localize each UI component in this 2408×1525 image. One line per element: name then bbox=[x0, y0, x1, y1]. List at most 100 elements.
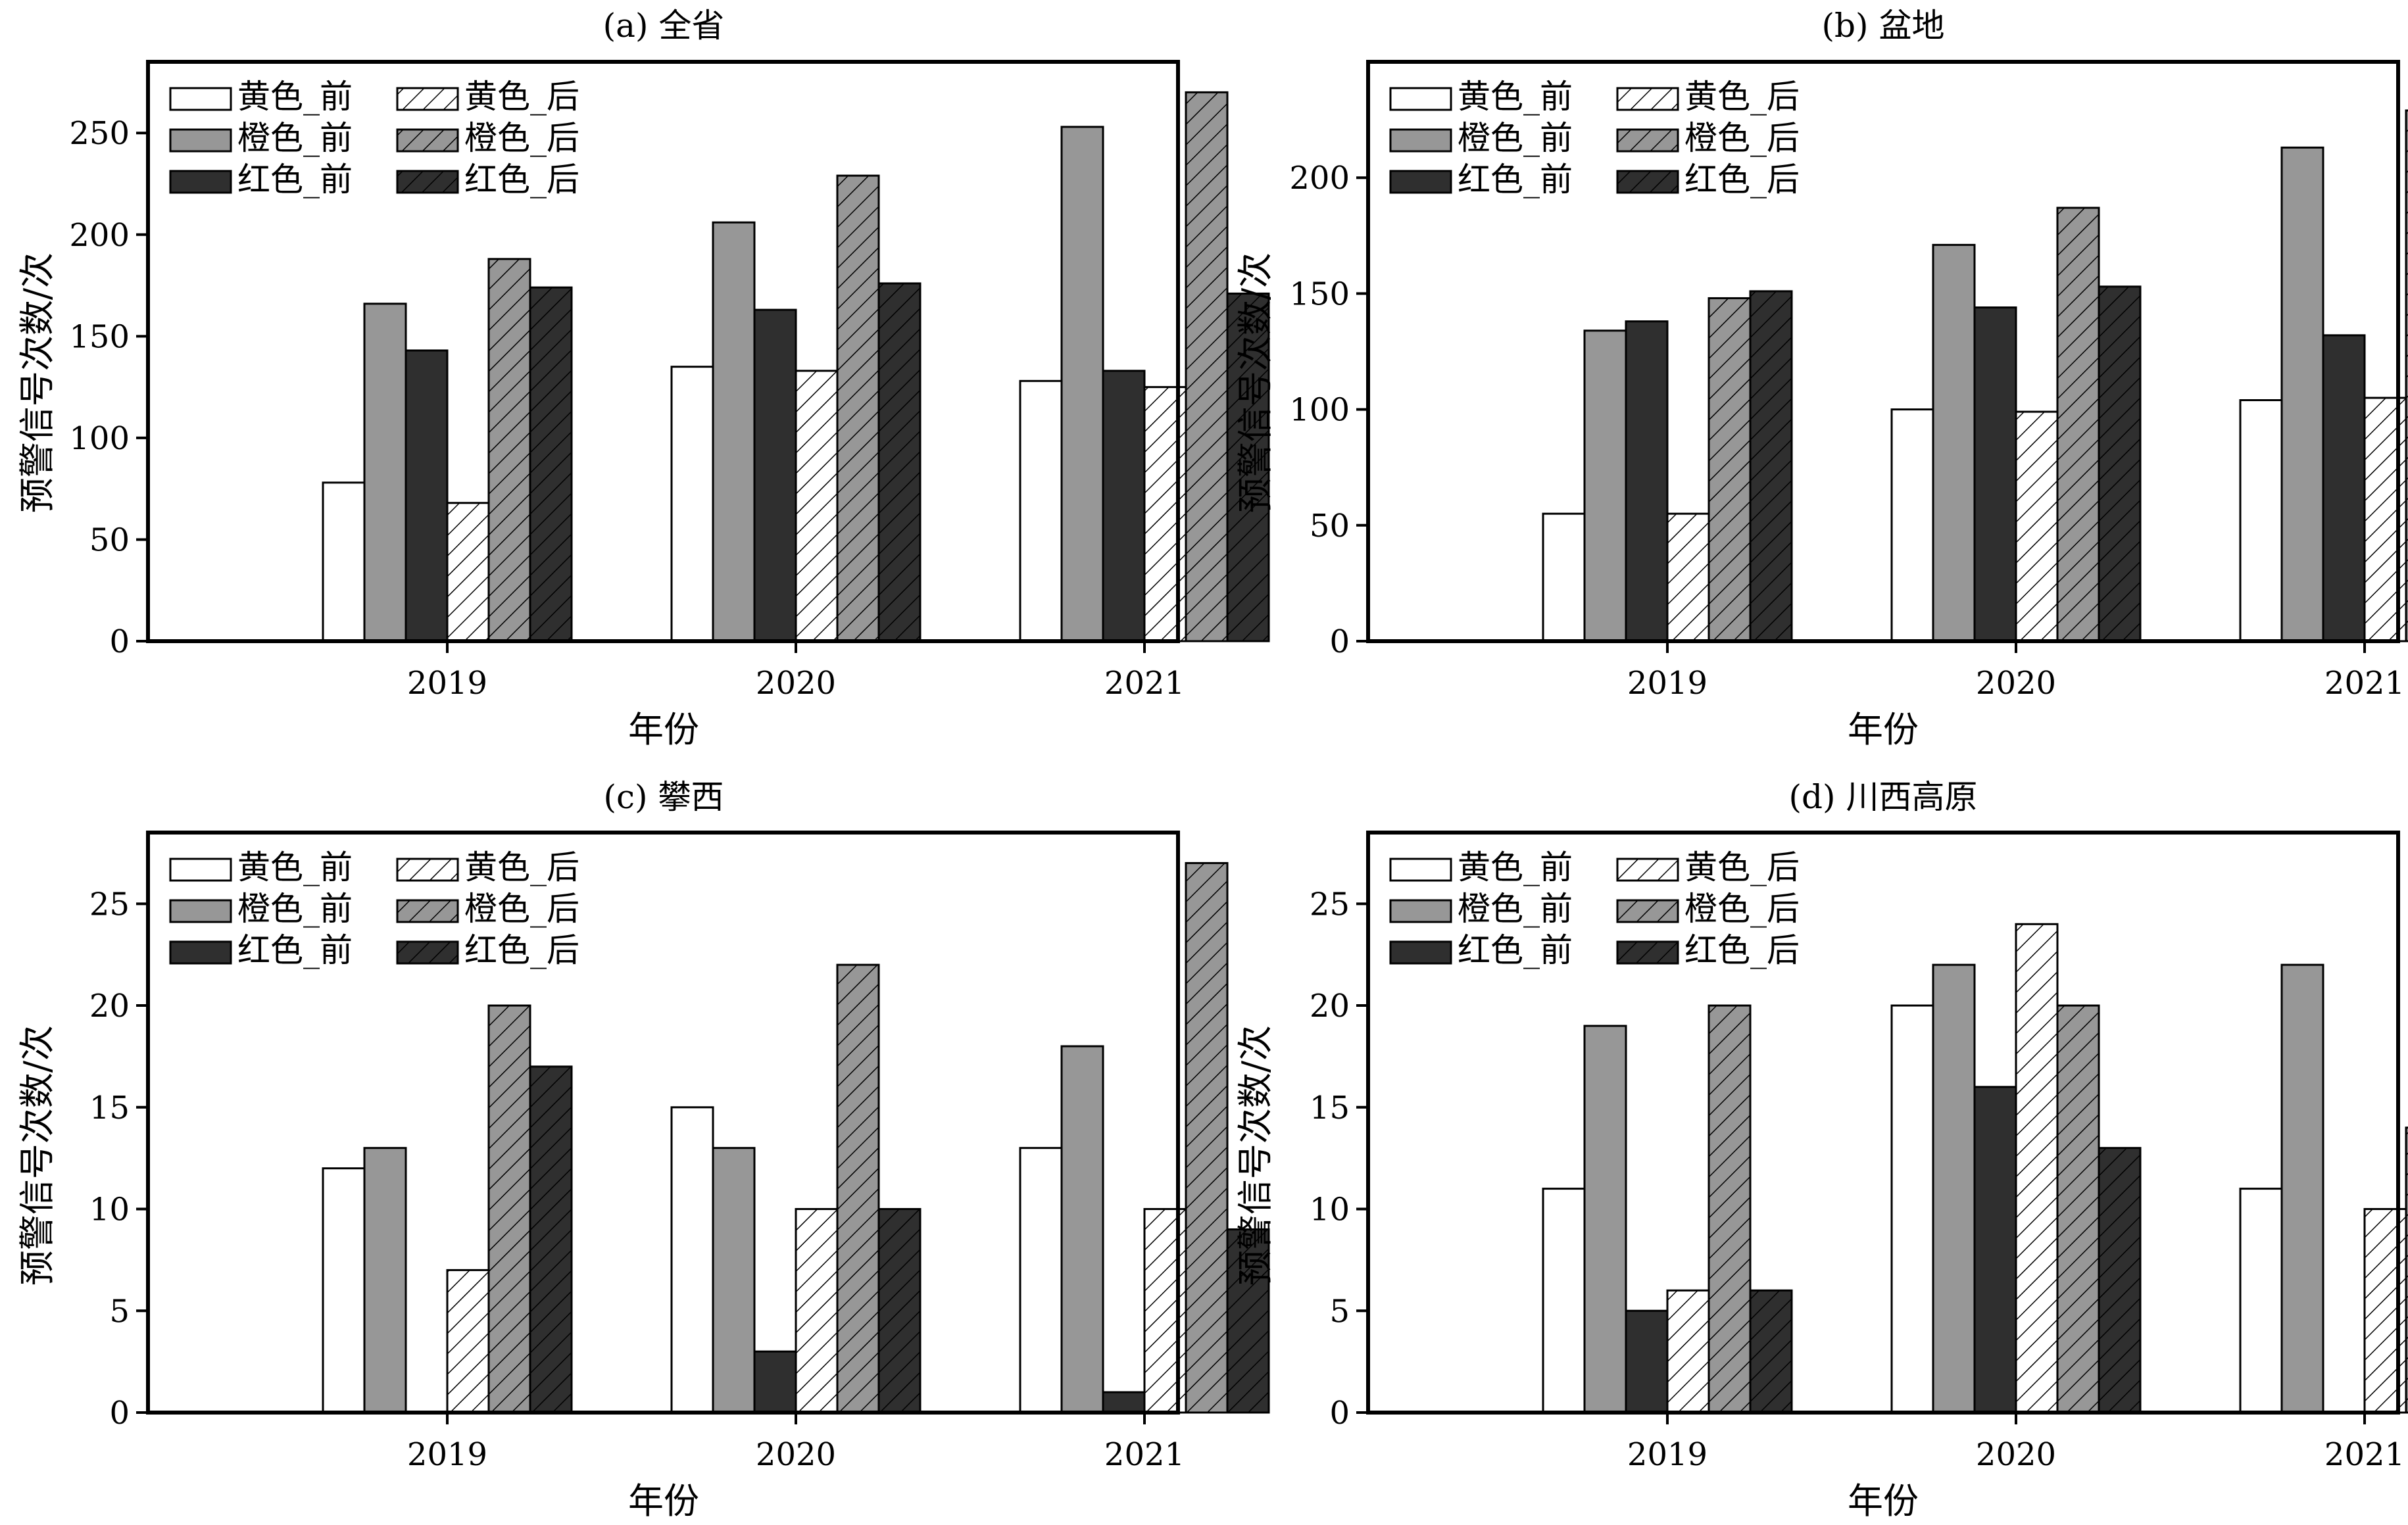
y-tick-label: 50 bbox=[1310, 508, 1350, 545]
bar bbox=[2280, 963, 2324, 1414]
legend-swatch bbox=[1389, 170, 1452, 194]
bar bbox=[1185, 861, 1229, 1414]
x-ticks: 2019 2020 2021 bbox=[407, 641, 1185, 702]
bar bbox=[836, 963, 880, 1414]
x-tick-label: 2019 bbox=[407, 1436, 487, 1473]
legend-label: 橙色_前 bbox=[237, 890, 353, 928]
legend-label: 黄色_后 bbox=[1684, 848, 1800, 886]
legend-label: 橙色_前 bbox=[1458, 890, 1573, 928]
bar bbox=[2098, 1147, 2142, 1414]
legend: 黄色_前 黄色_后橙色_前 橙色_后红色_前 红色_后 bbox=[169, 78, 579, 199]
x-ticks: 2019 2020 2021 bbox=[1627, 1413, 2405, 1473]
y-tick-label: 100 bbox=[69, 420, 130, 457]
bar bbox=[405, 349, 449, 642]
bar bbox=[2280, 146, 2324, 642]
y-tick-label: 100 bbox=[1289, 392, 1350, 429]
legend-swatch bbox=[396, 128, 459, 153]
legend-swatch bbox=[1389, 940, 1452, 965]
bar bbox=[795, 1208, 839, 1414]
bar bbox=[1060, 1045, 1104, 1414]
legend-swatch bbox=[169, 170, 232, 194]
x-axis-label: 年份 bbox=[628, 709, 699, 750]
legend-swatch bbox=[396, 899, 459, 923]
y-axis-label: 预警信号次数/次 bbox=[1235, 253, 1276, 513]
y-tick-label: 0 bbox=[109, 1395, 130, 1432]
legend-label: 红色_后 bbox=[464, 160, 579, 199]
bar bbox=[363, 1147, 407, 1414]
bars bbox=[322, 861, 1270, 1414]
bar bbox=[753, 308, 797, 642]
legend-swatch bbox=[169, 899, 232, 923]
y-tick-label: 10 bbox=[1310, 1192, 1350, 1228]
bar bbox=[877, 1208, 921, 1414]
x-tick-label: 2021 bbox=[1104, 665, 1185, 702]
legend-label: 橙色_后 bbox=[464, 119, 579, 157]
bar bbox=[1749, 1289, 1793, 1414]
plot-frame bbox=[1366, 831, 2400, 1415]
legend-label: 橙色_前 bbox=[1458, 119, 1573, 157]
y-tick-label: 150 bbox=[1289, 276, 1350, 312]
bar bbox=[446, 1269, 490, 1414]
bar bbox=[1625, 1309, 1669, 1414]
bar bbox=[1542, 1188, 1586, 1414]
x-tick-label: 2021 bbox=[1104, 1436, 1185, 1473]
legend-swatch bbox=[396, 940, 459, 965]
legend-swatch bbox=[396, 170, 459, 194]
bar bbox=[1019, 1147, 1063, 1414]
legend-label: 橙色_后 bbox=[1684, 119, 1800, 157]
legend-label: 橙色_前 bbox=[237, 119, 353, 157]
bar bbox=[1583, 329, 1627, 642]
y-tick-label: 15 bbox=[89, 1090, 130, 1126]
legend: 黄色_前 黄色_后橙色_前 橙色_后红色_前 红色_后 bbox=[169, 848, 579, 969]
bar bbox=[1890, 408, 1934, 642]
legend-label: 红色_前 bbox=[237, 160, 353, 199]
legend-swatch bbox=[169, 128, 232, 153]
bar bbox=[712, 1147, 756, 1414]
legend: 黄色_前 黄色_后橙色_前 橙色_后红色_前 红色_后 bbox=[1389, 848, 1800, 969]
y-ticks: 0 50 100 150 200 250 bbox=[69, 115, 148, 660]
bar bbox=[1749, 290, 1793, 642]
bar bbox=[2056, 206, 2100, 642]
bar bbox=[529, 286, 573, 642]
bar bbox=[322, 481, 366, 642]
panel-title: (c) 攀西 bbox=[604, 778, 724, 816]
legend-label: 橙色_后 bbox=[464, 890, 579, 928]
y-axis-label: 预警信号次数/次 bbox=[1235, 1025, 1276, 1286]
x-tick-label: 2020 bbox=[1976, 665, 2056, 702]
legend-swatch bbox=[1616, 899, 1679, 923]
legend-label: 红色_后 bbox=[1684, 160, 1800, 199]
bar bbox=[1226, 292, 1270, 642]
bar bbox=[795, 370, 839, 642]
bar bbox=[446, 502, 490, 642]
x-tick-label: 2019 bbox=[407, 665, 487, 702]
y-tick-label: 25 bbox=[1310, 886, 1350, 923]
bar bbox=[2056, 1004, 2100, 1414]
x-tick-label: 2021 bbox=[2324, 1436, 2405, 1473]
bar bbox=[1708, 1004, 1752, 1414]
bar bbox=[2239, 1188, 2283, 1414]
bar bbox=[1542, 512, 1586, 642]
legend-swatch bbox=[1616, 940, 1679, 965]
x-tick-label: 2021 bbox=[2324, 665, 2405, 702]
y-tick-label: 200 bbox=[1289, 160, 1350, 197]
bar bbox=[2239, 399, 2283, 642]
x-tick-label: 2019 bbox=[1627, 665, 1708, 702]
bar bbox=[877, 282, 921, 642]
bar bbox=[1625, 320, 1669, 642]
y-tick-label: 15 bbox=[1310, 1090, 1350, 1126]
legend-label: 红色_前 bbox=[1458, 931, 1573, 969]
legend-label: 红色_后 bbox=[1684, 931, 1800, 969]
bar bbox=[1890, 1004, 1934, 1414]
bars bbox=[322, 91, 1270, 642]
bars bbox=[1542, 109, 2408, 642]
legend-label: 黄色_前 bbox=[237, 848, 353, 886]
legend-swatch bbox=[169, 858, 232, 882]
legend-swatch bbox=[396, 87, 459, 111]
legend-swatch bbox=[1616, 170, 1679, 194]
legend-swatch bbox=[1389, 128, 1452, 153]
legend-swatch bbox=[1389, 858, 1452, 882]
bar bbox=[2405, 109, 2408, 642]
bar bbox=[753, 1350, 797, 1414]
y-tick-label: 250 bbox=[69, 115, 130, 152]
